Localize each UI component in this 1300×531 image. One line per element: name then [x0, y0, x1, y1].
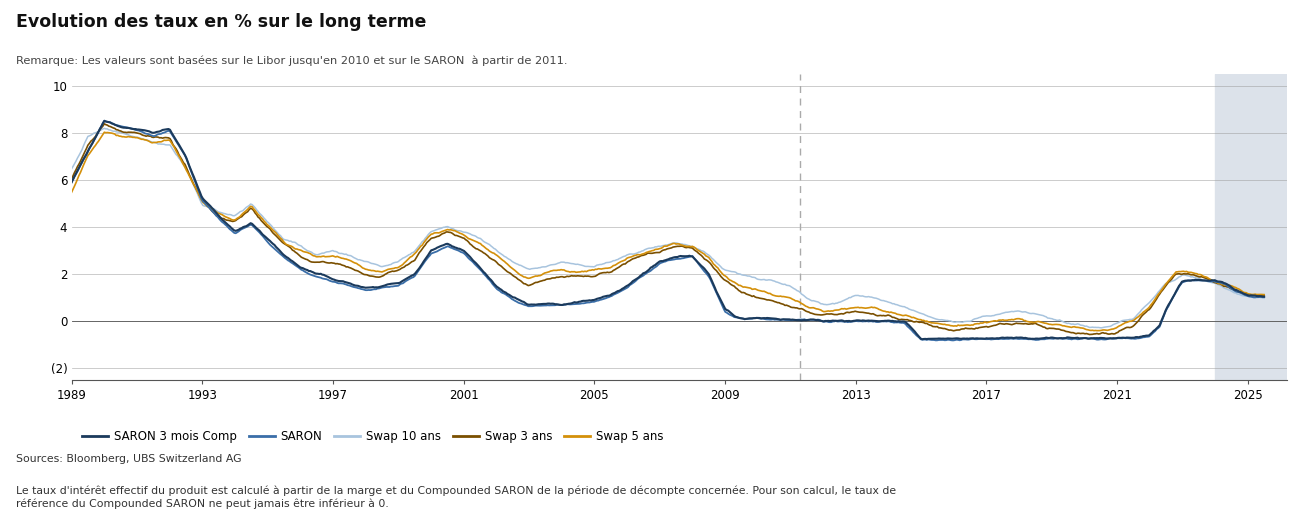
- Text: Le taux d'intérêt effectif du produit est calculé à partir de la marge et du Com: Le taux d'intérêt effectif du produit es…: [16, 486, 896, 509]
- Text: Evolution des taux en % sur le long terme: Evolution des taux en % sur le long term…: [16, 13, 426, 31]
- Legend: SARON 3 mois Comp, SARON, Swap 10 ans, Swap 3 ans, Swap 5 ans: SARON 3 mois Comp, SARON, Swap 10 ans, S…: [78, 425, 668, 448]
- Text: Remarque: Les valeurs sont basées sur le Libor jusqu'en 2010 et sur le SARON  à : Remarque: Les valeurs sont basées sur le…: [16, 56, 567, 66]
- Text: Sources: Bloomberg, UBS Switzerland AG: Sources: Bloomberg, UBS Switzerland AG: [16, 454, 240, 464]
- Bar: [1216, 74, 1297, 380]
